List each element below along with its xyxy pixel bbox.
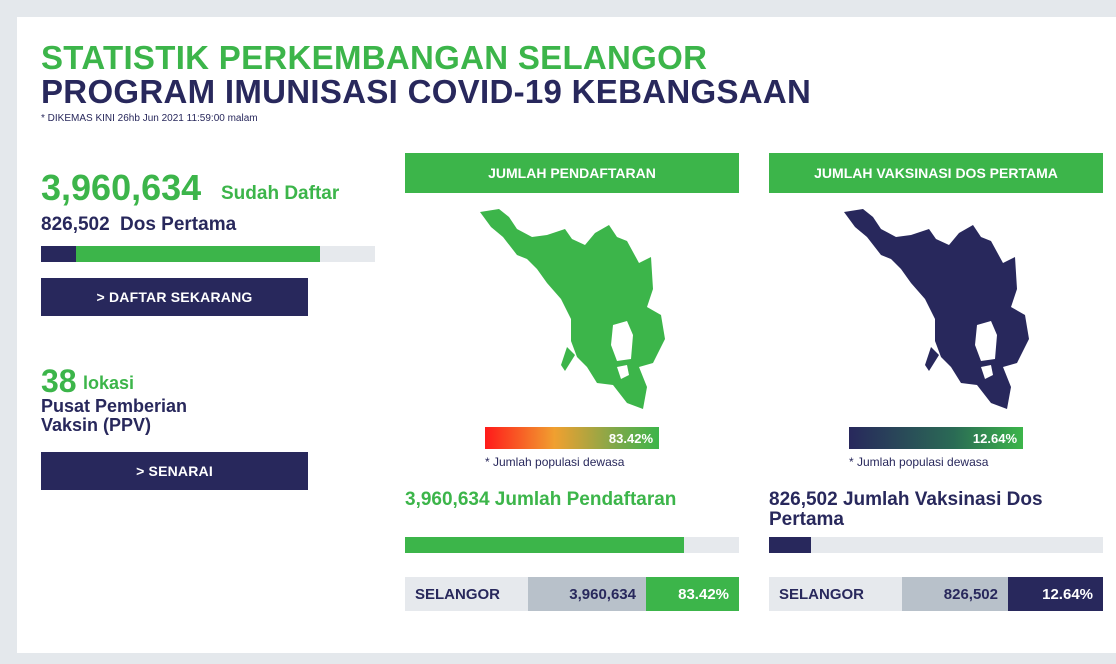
state-percent: 83.42% [646,577,739,611]
ppv-count: 38 [41,363,77,399]
registration-percent-bar: 83.42% [485,427,659,449]
summary-progress-first-dose [41,246,76,262]
first-dose-population-note: * Jumlah populasi dewasa [849,455,989,469]
selangor-map-shape [844,209,1029,409]
first-dose-progress-fill [769,537,812,553]
first-dose-stat-title: 826,502 Jumlah Vaksinasi Dos Pertama [769,489,1043,530]
page-title: STATISTIK PERKEMBANGAN SELANGOR [41,39,708,76]
panel-first-dose-heading: JUMLAH VAKSINASI DOS PERTAMA [769,153,1103,193]
first-dose-percent-bar: 12.64% [849,427,1023,449]
first-dose-count: 826,502 [41,214,110,235]
selangor-map-shape [480,209,665,409]
state-percent: 12.64% [1008,577,1103,611]
state-name: SELANGOR [769,577,902,611]
ppv-list-button[interactable]: > SENARAI [41,452,308,490]
state-name: SELANGOR [405,577,528,611]
registration-progress-fill [405,537,684,553]
first-dose-progress-bar [769,537,1103,553]
first-dose-state-row: SELANGOR 826,502 12.64% [769,577,1103,611]
dashboard-card: STATISTIK PERKEMBANGAN SELANGOR PROGRAM … [17,17,1116,653]
selangor-map-first-dose [844,209,1029,409]
registration-progress-bar [405,537,739,553]
first-dose-label: Dos Pertama [120,214,237,235]
state-value: 826,502 [902,577,1008,611]
ppv-label: Pusat Pemberian Vaksin (PPV) [41,396,188,435]
registration-stat-title: 3,960,634 Jumlah Pendaftaran [405,489,677,510]
registered-count: 3,960,634 [41,167,202,208]
registration-population-note: * Jumlah populasi dewasa [485,455,625,469]
summary-progress-bar [41,246,375,262]
registration-state-row: SELANGOR 3,960,634 83.42% [405,577,739,611]
summary-progress-registered [41,246,320,262]
registered-label: Sudah Daftar [221,183,340,204]
updated-timestamp: * DIKEMAS KINI 26hb Jun 2021 11:59:00 ma… [41,113,258,124]
selangor-map-registration [480,209,665,409]
page-subtitle: PROGRAM IMUNISASI COVID-19 KEBANGSAAN [41,73,812,110]
register-now-button[interactable]: > DAFTAR SEKARANG [41,278,308,316]
state-value: 3,960,634 [528,577,646,611]
panel-registration-heading: JUMLAH PENDAFTARAN [405,153,739,193]
ppv-count-label: lokasi [83,373,135,393]
